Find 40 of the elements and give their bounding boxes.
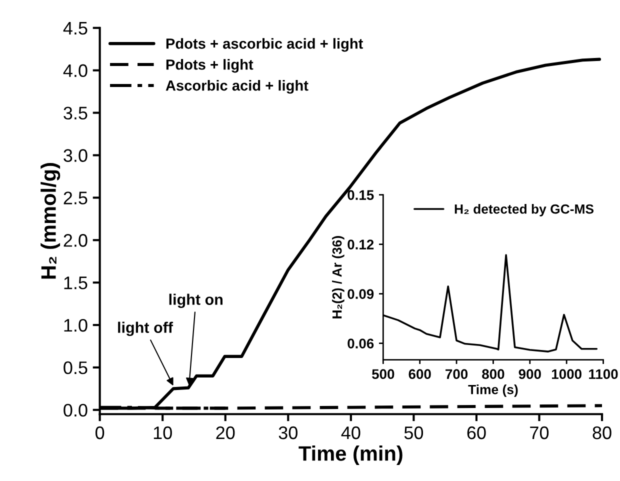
x-tick-label: 60 <box>467 426 486 440</box>
y-tick-label: 0.0 <box>64 404 88 417</box>
x-tick-label: 0 <box>96 426 104 440</box>
legend-label: Ascorbic acid + light <box>166 80 308 94</box>
x-tick-label: 800 <box>482 369 504 380</box>
x-tick-label: 40 <box>341 426 360 440</box>
x-tick-label: 30 <box>278 426 298 440</box>
x-tick-label: 50 <box>404 426 424 440</box>
x-axis-title: Time (min) <box>298 446 402 465</box>
x-tick-label: 20 <box>216 426 235 440</box>
legend-label: Pdots + light <box>166 59 254 73</box>
y-tick-label: 0.09 <box>348 289 374 299</box>
x-tick-label: 1100 <box>589 369 618 380</box>
y-tick-label: 0.15 <box>348 190 374 200</box>
legend-label: H₂ detected by GC-MS <box>454 204 594 216</box>
y-tick-label: 4.0 <box>63 64 88 78</box>
x-tick-label: 1000 <box>552 369 582 380</box>
y-tick-label: 0.06 <box>348 338 374 348</box>
y-axis-title: H₂(2) / Ar (36) <box>332 236 344 318</box>
x-tick-label: 900 <box>518 369 541 380</box>
x-tick-label: 80 <box>592 426 612 440</box>
y-tick-label: 2.0 <box>64 234 88 247</box>
x-tick-label: 70 <box>530 426 549 440</box>
y-axis-title: H₂ (mmol/g) <box>40 163 60 279</box>
x-tick-label: 700 <box>446 369 468 380</box>
x-tick-label: 10 <box>154 426 172 440</box>
x-tick-label: 600 <box>408 369 431 380</box>
y-tick-label: 4.5 <box>63 22 88 35</box>
y-tick-label: 2.5 <box>64 192 88 204</box>
annotation: light off <box>118 322 174 336</box>
y-tick-label: 1.0 <box>64 318 88 332</box>
x-tick-label: 500 <box>372 369 394 380</box>
y-tick-label: 0.12 <box>348 240 374 250</box>
x-axis-title: Time (s) <box>468 384 518 397</box>
y-tick-label: 1.5 <box>64 276 88 290</box>
annotation: light on <box>169 294 222 308</box>
y-tick-label: 3.0 <box>64 149 88 162</box>
legend-label: Pdots + ascorbic acid + light <box>166 38 364 52</box>
y-tick-label: 0.5 <box>64 361 88 374</box>
y-tick-label: 3.5 <box>64 106 88 120</box>
